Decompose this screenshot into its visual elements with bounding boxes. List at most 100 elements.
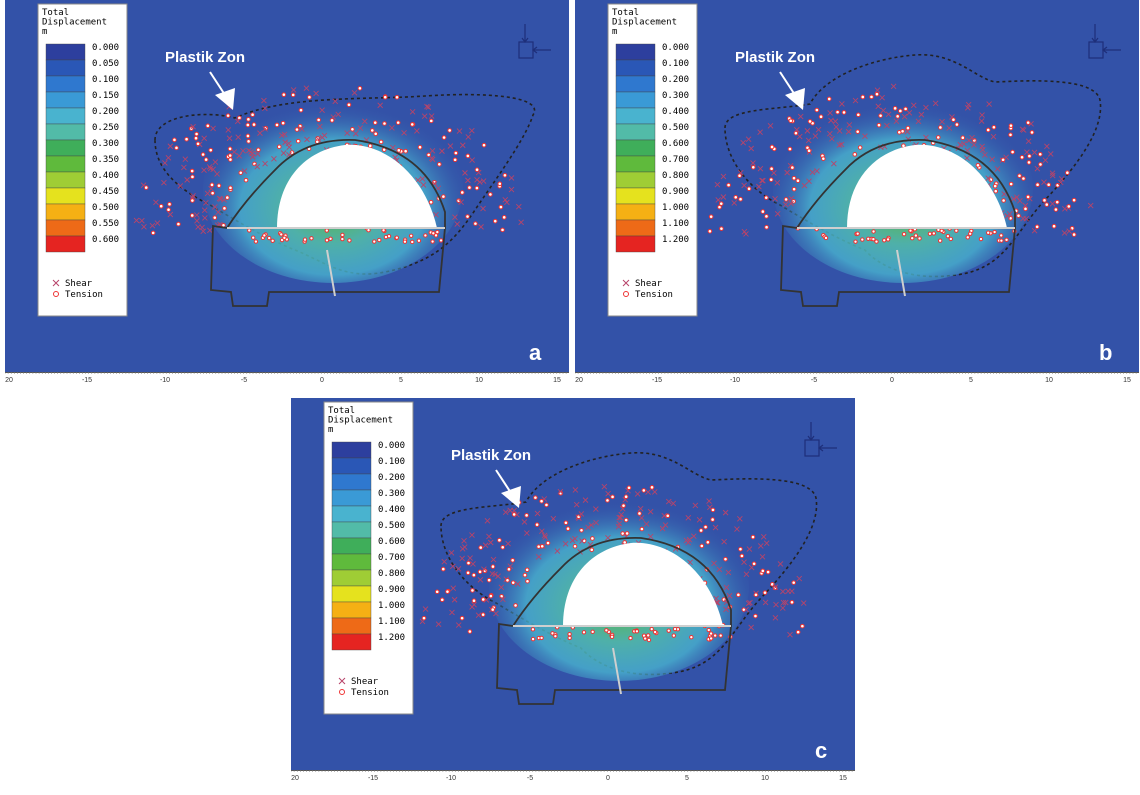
panel-letter: b [1099, 340, 1112, 365]
legend-swatch [45, 203, 86, 221]
legend-shear-label: Shear [635, 279, 663, 289]
x-tick-label: -5 [241, 377, 247, 384]
legend-swatch [615, 123, 656, 141]
legend-value: 0.500 [662, 123, 689, 133]
legend-swatch [615, 171, 656, 189]
legend-value: 0.150 [92, 91, 119, 101]
support-element [896, 249, 906, 297]
legend-swatch [615, 91, 656, 109]
legend-swatch [615, 219, 656, 237]
boundary-condition-icon [1088, 24, 1121, 59]
legend-swatch [45, 43, 86, 61]
support-element [612, 647, 622, 695]
x-tick-label: -5 [527, 775, 533, 782]
legend-value: 0.500 [378, 521, 405, 531]
plastic-zone-label: Plastik Zon [451, 447, 531, 464]
legend-swatch [331, 521, 372, 539]
legend-swatch [45, 91, 86, 109]
legend-tension-label: Tension [351, 688, 389, 698]
plastic-zone-arrow [495, 469, 521, 508]
legend-swatch [615, 139, 656, 157]
x-tick-label: -5 [811, 377, 817, 384]
x-tick-label: 10 [761, 775, 769, 782]
panel-c: Plastik Zon Total Displacement m 0.000 0.100 0… [291, 398, 855, 782]
excavation-top-heading [847, 144, 1007, 228]
x-tick-label: -15 [368, 775, 378, 782]
legend-tension-label: Tension [635, 290, 673, 300]
legend-value: 0.600 [378, 537, 405, 547]
legend-value: 0.300 [92, 139, 119, 149]
legend-swatch [331, 569, 372, 587]
legend-swatch [331, 553, 372, 571]
legend-tension-label: Tension [65, 290, 103, 300]
panel-letter: c [815, 738, 827, 763]
tension-symbol-icon [339, 689, 345, 695]
legend-swatch [45, 107, 86, 125]
legend-value: 0.800 [662, 171, 689, 181]
legend-title-line: Displacement [328, 416, 393, 426]
shear-symbol-icon [338, 677, 346, 685]
x-tick-label: 20 [5, 377, 13, 384]
legend-swatch [615, 107, 656, 125]
legend-value: 0.250 [92, 123, 119, 133]
legend-value: 0.350 [92, 155, 119, 165]
legend-swatch [615, 187, 656, 205]
tunnel-outline [210, 139, 446, 307]
legend-value: 0.550 [92, 219, 119, 229]
x-axis: 20 -15 -10 -5 0 5 10 15 [575, 372, 1139, 384]
legend-title-line: m [612, 27, 617, 37]
x-tick-label: 20 [575, 377, 583, 384]
x-tick-label: -10 [160, 377, 170, 384]
legend-swatch [615, 59, 656, 77]
legend-shear-label: Shear [65, 279, 93, 289]
legend-swatch [331, 537, 372, 555]
legend-swatch [331, 441, 372, 459]
legend-value: 0.200 [662, 75, 689, 85]
legend-title-line: Total [42, 8, 69, 18]
x-axis: 20 -15 -10 -5 0 5 10 15 [5, 372, 569, 384]
x-tick-label: 20 [291, 775, 299, 782]
legend-swatch [615, 43, 656, 61]
legend-value: 0.400 [662, 107, 689, 117]
legend-title-line: Displacement [42, 18, 107, 28]
excavation-top-heading [563, 542, 723, 626]
x-tick-label: 0 [606, 775, 610, 782]
legend-value: 0.900 [662, 187, 689, 197]
plastic-zone-arrow [209, 71, 235, 110]
legend-swatch [45, 187, 86, 205]
tunnel-outline [496, 537, 732, 705]
tension-symbol-icon [623, 291, 629, 297]
legend-value: 1.100 [662, 219, 689, 229]
legend-value: 0.800 [378, 569, 405, 579]
legend-swatch [331, 585, 372, 603]
legend-value: 0.000 [662, 43, 689, 53]
legend-swatch [331, 617, 372, 635]
legend-value: 1.100 [378, 617, 405, 627]
legend-swatch [615, 155, 656, 173]
x-tick-label: 5 [399, 377, 403, 384]
tension-symbol-icon [53, 291, 59, 297]
x-tick-label: 15 [839, 775, 847, 782]
legend-title-line: Total [612, 8, 639, 18]
legend-swatch [45, 155, 86, 173]
tunnel-outline [780, 139, 1016, 307]
x-tick-label: 5 [685, 775, 689, 782]
panel-b: Plastik Zon Total Displacement m 0.000 0.100 0… [575, 0, 1139, 384]
legend-value: 0.100 [92, 75, 119, 85]
yield-markers [707, 83, 1094, 244]
plastic-zone-label: Plastik Zon [735, 49, 815, 66]
legend-value: 1.000 [378, 601, 405, 611]
legend-value: 0.600 [92, 235, 119, 245]
boundary-condition-icon [518, 24, 551, 59]
legend-swatch [331, 457, 372, 475]
legend-value: 1.200 [662, 235, 689, 245]
legend-value: 0.400 [378, 505, 405, 515]
legend-swatch [45, 75, 86, 93]
legend-swatch [45, 123, 86, 141]
x-tick-label: 10 [1045, 377, 1053, 384]
legend-value: 0.300 [378, 489, 405, 499]
legend-value: 1.000 [662, 203, 689, 213]
